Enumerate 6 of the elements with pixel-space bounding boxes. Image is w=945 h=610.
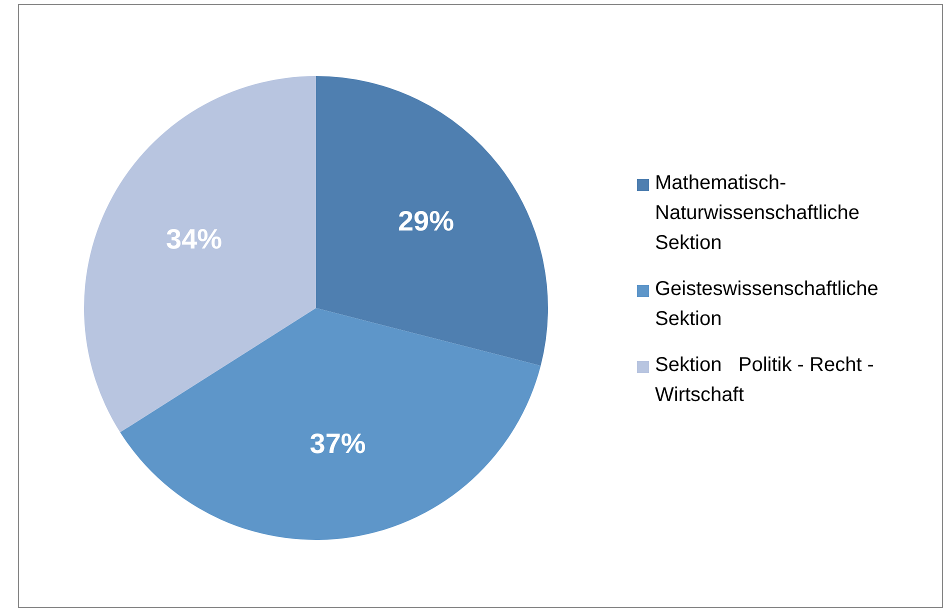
legend-label: Sektion Politik - Recht - Wirtschaft — [655, 353, 875, 408]
legend-label: Geisteswissenschaftliche Sektion — [655, 277, 880, 332]
data-label: 37% — [310, 428, 366, 460]
legend-label: Mathematisch-Naturwissenschaftliche Sektion — [655, 171, 861, 256]
data-label: 34% — [166, 224, 222, 255]
data-label: 29% — [398, 205, 454, 236]
